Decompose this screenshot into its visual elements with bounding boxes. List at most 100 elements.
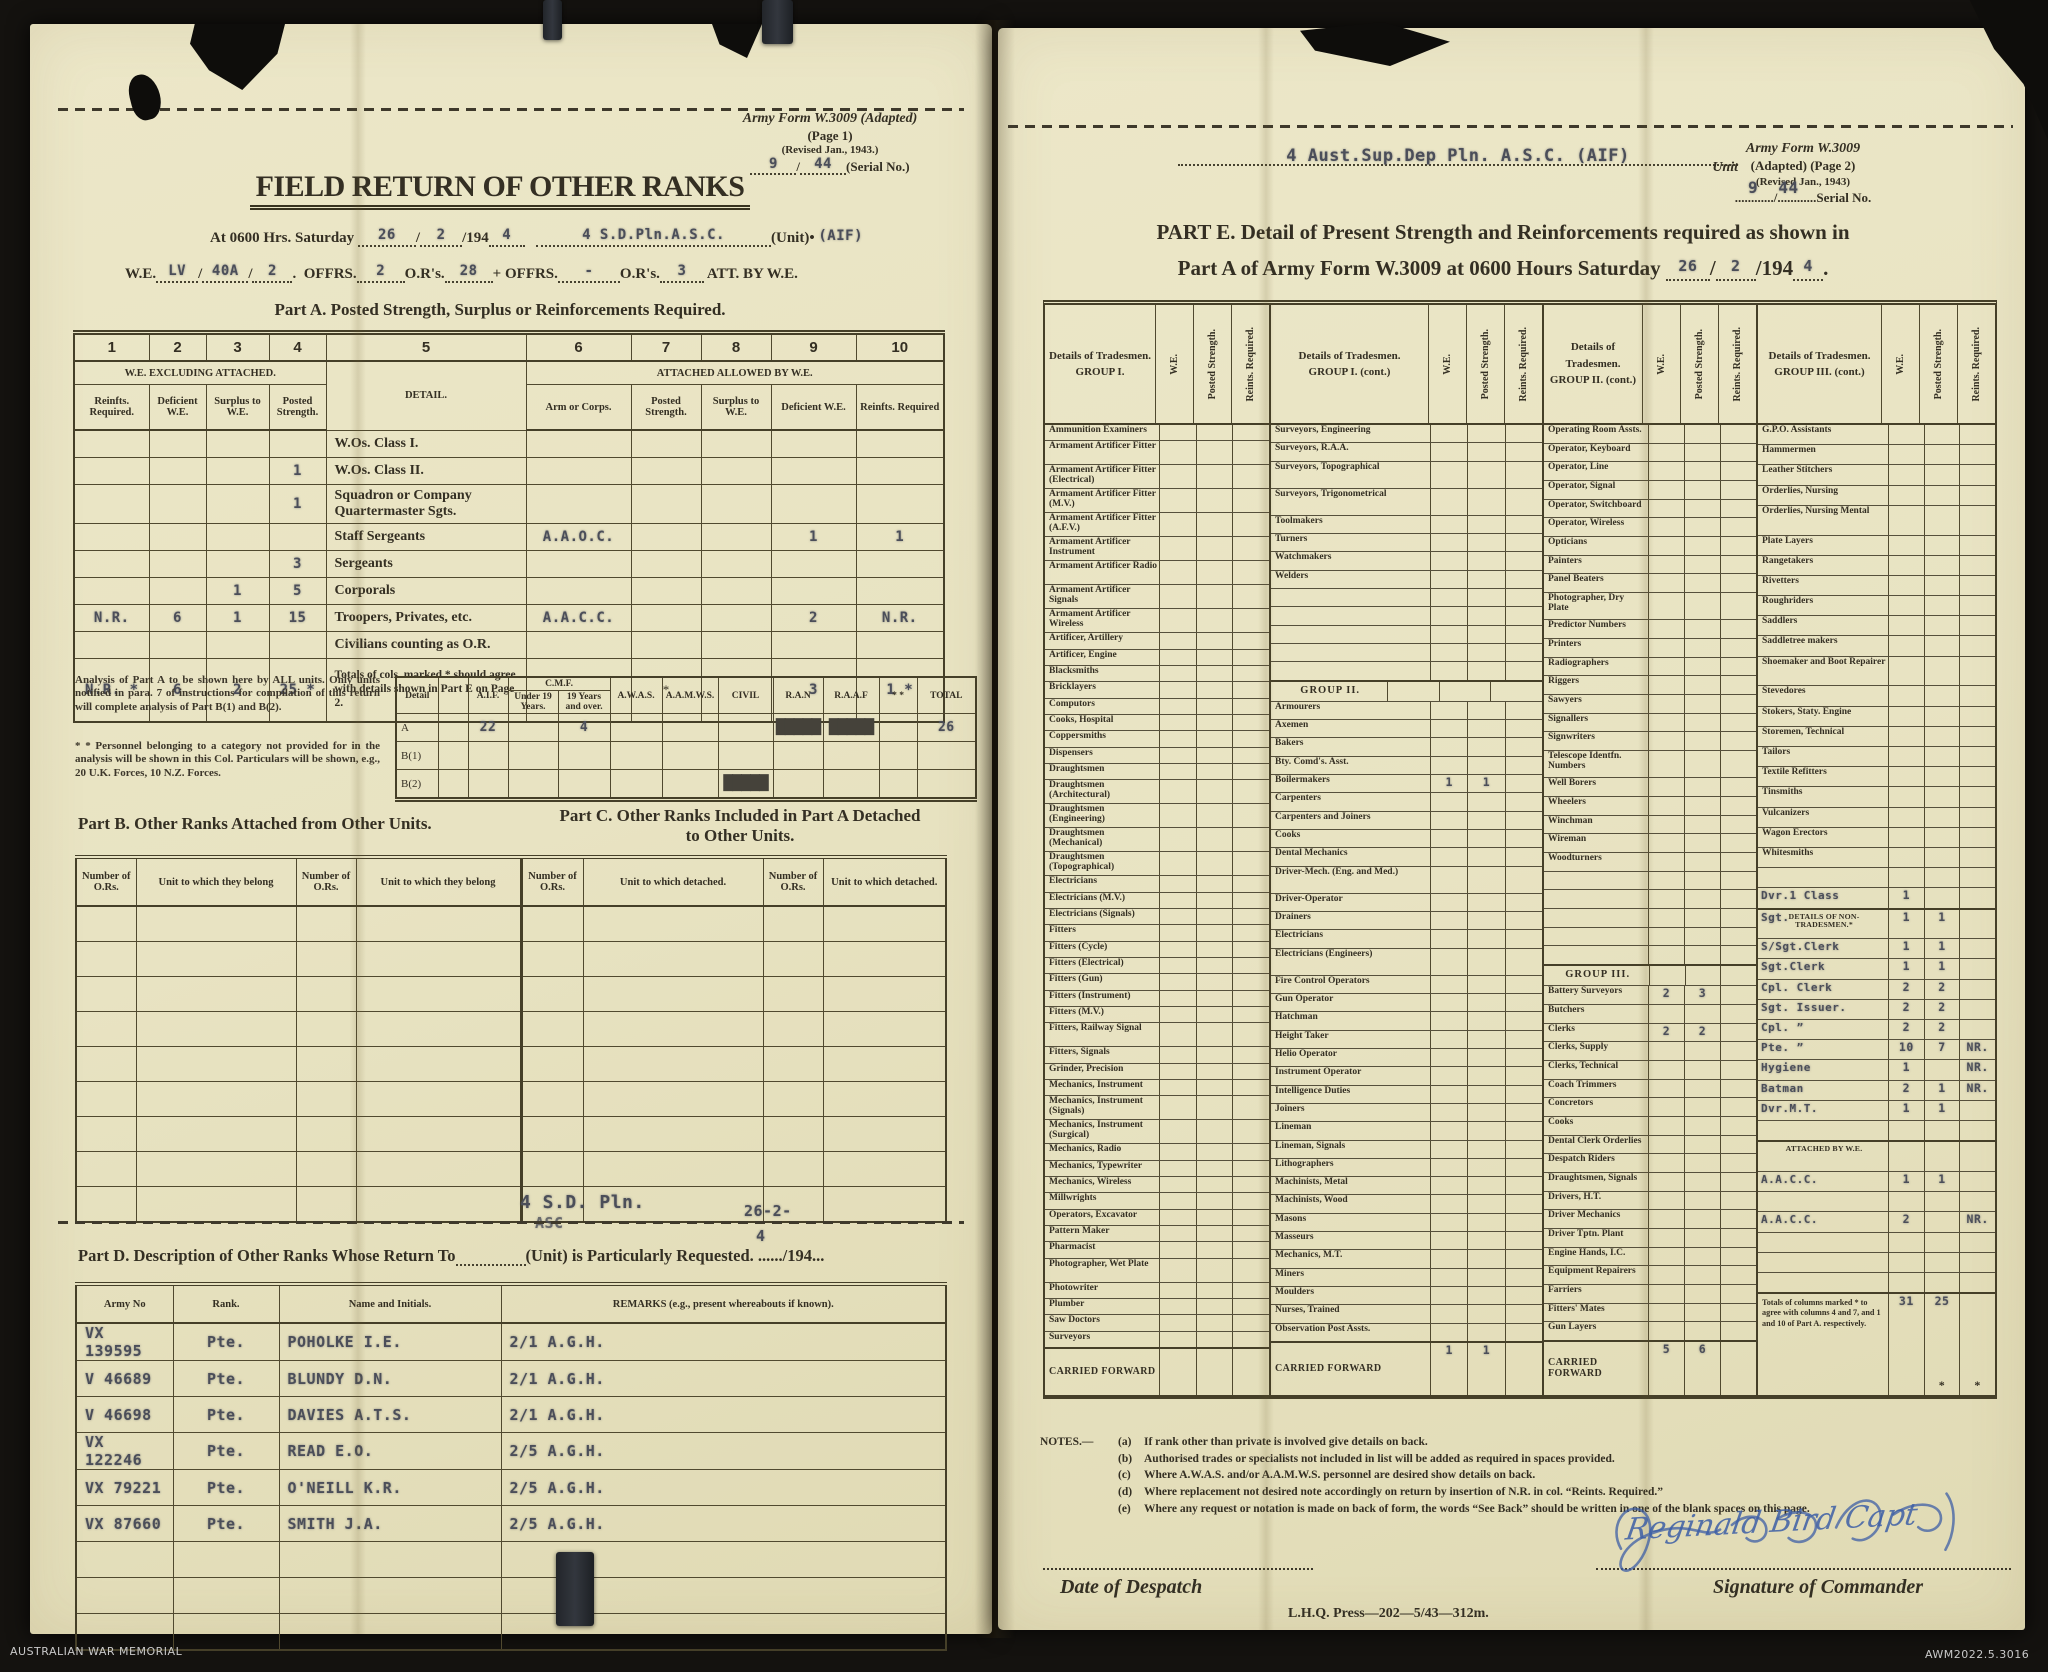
tradesman-row: Armament Artificer Fitter (Electrical) [1045, 464, 1269, 489]
empty-row [75, 941, 947, 977]
tradesman-row: Cpl. Clerk 2 2 [1758, 978, 1995, 999]
perforation-line-3 [1008, 125, 2013, 128]
archive-id: AWM2022.5.3016 [1925, 1648, 2030, 1661]
tradesman-row: Coppersmiths [1045, 730, 1269, 747]
part-a-row: Staff Sergeants A.A.O.C. 1 1 [73, 523, 945, 551]
part-a-row: 3 Sergeants [73, 550, 945, 578]
tradesman-row: Toolmakers [1271, 514, 1542, 533]
part-e-table: Details of Tradesmen. GROUP I. W.E. Poste… [1043, 300, 1997, 1399]
tradesman-row [1271, 642, 1542, 662]
form-page: (Page 1) [807, 127, 853, 143]
tradesman-row: Clerks, Technical [1544, 1060, 1756, 1079]
tradesman-row: Draughtsmen [1045, 762, 1269, 780]
signature-line [1596, 1568, 2011, 1570]
tradesman-row: Batman 2 1 NR. [1758, 1079, 1995, 1100]
tradesman-row: Operator, Switchboard [1544, 498, 1756, 518]
archive-credit: AUSTRALIAN WAR MEMORIAL [10, 1645, 183, 1658]
tradesman-row: DETAILS OF NON-TRADESMEN.* Sgt. 1 1 [1758, 907, 1995, 939]
tradesman-row: Opticians [1544, 535, 1756, 555]
aif-typed: (AIF) [818, 228, 864, 244]
tradesman-row: Moulders [1271, 1286, 1542, 1305]
unit-line: 4 Aust.Sup.Dep Pln. A.S.C. (AIF) Unit [1178, 146, 1738, 176]
tradesman-row: Operator, Wireless [1544, 517, 1756, 536]
tradesman-row: Masseurs [1271, 1231, 1542, 1250]
tradesman-row: Draughtsmen, Signals [1544, 1172, 1756, 1191]
tradesman-row: Fitters (Cycle) [1045, 940, 1269, 957]
tradesman-row: Computors [1045, 697, 1269, 714]
part-d-title: Part D. Description of Other Ranks Whose… [78, 1246, 825, 1266]
tradesman-row: Armament Artificer Radio [1045, 560, 1269, 585]
tradesman-row: Electricians [1045, 875, 1269, 892]
empty-row [75, 1046, 947, 1082]
empty-row [75, 1186, 947, 1223]
tradesman-row: Carpenters [1271, 792, 1542, 811]
tradesman-row: Turners [1271, 532, 1542, 552]
analysis-row: B(1) [395, 741, 977, 770]
tradesman-row: Bty. Comd's. Asst. [1271, 755, 1542, 774]
document-clip [762, 0, 793, 44]
tradesman-row: Predictor Numbers [1544, 619, 1756, 639]
tradesman-row: Ammunition Examiners [1045, 425, 1269, 441]
tradesman-row: Wireman [1544, 833, 1756, 853]
perforation-line-2 [58, 1221, 964, 1224]
tradesman-row: Surveyors, Trigonometrical [1271, 487, 1542, 515]
unit-stamp: 4 S.D. Pln. [520, 1192, 645, 1213]
serial-value-a: 9 [768, 155, 778, 172]
tradesman-row: Farriers [1544, 1283, 1756, 1303]
tradesman-row: Plate Layers [1758, 534, 1995, 555]
tradesman-row: Armament Artificer Fitter [1045, 440, 1269, 465]
form-reference-block-2: Army Form W.3009 (Adapted) (Page 2) (Rev… [1658, 140, 1948, 207]
unit-label: (Unit)• [771, 230, 815, 246]
tradesman-row: Cooks [1271, 828, 1542, 848]
tradesman-row: Clerks, Supply [1544, 1041, 1756, 1061]
part-d-row: VX 79221 Pte. O'NEILL K.R. 2/5 A.G.H. [75, 1469, 947, 1506]
part-d-table: Army No Rank. Name and Initials. REMARKS… [75, 1282, 947, 1651]
tradesman-row: S/Sgt.Clerk 1 1 [1758, 938, 1995, 959]
tradesman-row: Helio Operator [1271, 1047, 1542, 1067]
form-reference-block: Army Form W.3009 (Adapted) (Page 1) (Rev… [680, 110, 980, 175]
tradesman-row: Dental Mechanics [1271, 847, 1542, 866]
tradesman-row: Observation Post Assts. [1271, 1322, 1542, 1342]
tradesman-row [1544, 926, 1756, 946]
tradesman-row: Photographer, Wet Plate [1045, 1257, 1269, 1282]
tradesman-row: Well Borers [1544, 777, 1756, 797]
serial-number-line: 9/44 (Serial No.) [680, 155, 980, 175]
part-e-group-1: Details of Tradesmen. GROUP I. W.E. Poste… [1045, 305, 1269, 1395]
tradesman-row: Rangetakers [1758, 554, 1995, 575]
part-e-group-2: Details of Tradesmen. GROUP I. (cont.) W.… [1269, 305, 1542, 1396]
tradesman-row: Masons [1271, 1212, 1542, 1232]
tradesman-row: Boilermakers 1 1 [1271, 773, 1542, 793]
tradesman-row: Bakers [1271, 737, 1542, 756]
we-line: W.E. LV/40A/2. OFFRS. 2 O.R's. 28 + OFFRS. - O.… [125, 263, 798, 283]
tradesman-row: Hygiene 1 NR. [1758, 1059, 1995, 1080]
tradesman-row: Dvr.1 Class 1 [1758, 887, 1995, 908]
group-header-row: W.E. EXCLUDING ATTACHED. DETAIL. ATTACHE… [73, 360, 945, 431]
tradesman-row: Artificer, Engine [1045, 648, 1269, 665]
tradesman-row: Plumber [1045, 1297, 1269, 1315]
tradesman-row: Leather Stitchers [1758, 464, 1995, 485]
column-numbers-row: 1 2 3 4 5 6 7 8 9 10 [73, 332, 945, 362]
tradesman-row: Fitters (Instrument) [1045, 989, 1269, 1006]
tradesman-row: Cooks [1544, 1116, 1756, 1135]
tradesman-row [1271, 606, 1542, 625]
tradesman-row: Signwriters [1544, 731, 1756, 750]
tradesman-row: Draughtsmen (Engineering) [1045, 803, 1269, 828]
tradesman-row: Draughtsmen (Topographical) [1045, 851, 1269, 876]
tradesman-row: Tinsmiths [1758, 786, 1995, 807]
tradesman-row: Instrument Operator [1271, 1066, 1542, 1085]
tradesman-row: Equipment Repairers [1544, 1265, 1756, 1284]
perforation-line [58, 108, 964, 111]
notes-block: NOTES.— (a) If rank other than private is… [1040, 1434, 2008, 1517]
serial-value-b: 44 [814, 155, 832, 172]
tradesman-row: ATTACHED BY W.E. [1758, 1140, 1995, 1171]
tradesman-row: Photowriter [1045, 1281, 1269, 1298]
tradesman-row: Lineman [1271, 1121, 1542, 1140]
tradesman-row: G.P.O. Assistants [1758, 425, 1995, 445]
tradesman-row [1544, 945, 1756, 965]
commander-signature: Reginald Bird Capt [1596, 1466, 1981, 1586]
tradesman-row: Coach Trimmers [1544, 1078, 1756, 1098]
tradesman-row: Clerks 2 2 [1544, 1022, 1756, 1042]
tradesman-row: Fitters, Signals [1045, 1046, 1269, 1063]
tradesman-row: Blacksmiths [1045, 664, 1269, 682]
form-page: (Adapted) (Page 2) [1750, 158, 1856, 174]
